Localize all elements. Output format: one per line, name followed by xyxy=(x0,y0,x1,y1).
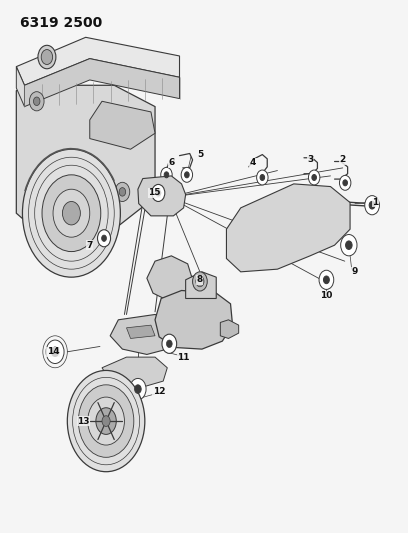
Circle shape xyxy=(308,170,320,185)
Circle shape xyxy=(130,378,146,400)
Circle shape xyxy=(161,167,172,182)
Text: 13: 13 xyxy=(78,417,90,425)
Circle shape xyxy=(33,198,40,207)
Text: 15: 15 xyxy=(148,189,160,197)
Polygon shape xyxy=(90,101,155,149)
Circle shape xyxy=(346,241,352,249)
Circle shape xyxy=(53,189,90,237)
Text: 2: 2 xyxy=(339,156,346,164)
Text: 9: 9 xyxy=(352,268,358,276)
Polygon shape xyxy=(226,184,350,272)
Polygon shape xyxy=(155,290,233,349)
Polygon shape xyxy=(16,85,155,235)
Circle shape xyxy=(152,184,165,201)
Circle shape xyxy=(22,149,120,277)
Circle shape xyxy=(369,201,375,209)
Circle shape xyxy=(166,340,172,348)
Circle shape xyxy=(41,50,53,64)
Circle shape xyxy=(324,276,329,284)
Circle shape xyxy=(196,276,204,287)
Circle shape xyxy=(135,385,141,393)
Polygon shape xyxy=(220,320,239,338)
Polygon shape xyxy=(24,59,180,107)
Circle shape xyxy=(29,92,44,111)
Circle shape xyxy=(78,385,134,457)
Text: 6319 2500: 6319 2500 xyxy=(20,16,103,30)
Circle shape xyxy=(164,172,169,178)
Circle shape xyxy=(33,97,40,106)
Polygon shape xyxy=(138,176,186,216)
Polygon shape xyxy=(102,357,167,386)
Polygon shape xyxy=(16,67,24,107)
Circle shape xyxy=(29,193,44,212)
Text: 5: 5 xyxy=(197,150,203,159)
Circle shape xyxy=(181,167,193,182)
Polygon shape xyxy=(110,314,175,354)
Text: 10: 10 xyxy=(320,292,333,300)
Circle shape xyxy=(102,235,106,241)
Circle shape xyxy=(51,347,59,357)
Text: 12: 12 xyxy=(153,387,165,396)
Text: 6: 6 xyxy=(168,158,175,167)
Circle shape xyxy=(119,188,126,196)
Circle shape xyxy=(115,182,130,201)
Circle shape xyxy=(260,174,265,181)
Circle shape xyxy=(42,175,101,252)
Circle shape xyxy=(319,270,334,289)
Polygon shape xyxy=(147,256,192,301)
Polygon shape xyxy=(186,272,216,298)
Text: 8: 8 xyxy=(197,276,203,284)
Circle shape xyxy=(62,201,80,225)
Circle shape xyxy=(193,272,207,291)
Circle shape xyxy=(339,175,351,190)
Polygon shape xyxy=(16,37,180,85)
Circle shape xyxy=(98,230,111,247)
Circle shape xyxy=(312,174,317,181)
Text: 11: 11 xyxy=(177,353,190,361)
Circle shape xyxy=(46,340,64,364)
Circle shape xyxy=(156,190,161,196)
Circle shape xyxy=(162,334,177,353)
Text: 3: 3 xyxy=(307,156,313,164)
Text: 1: 1 xyxy=(372,198,379,207)
Circle shape xyxy=(341,235,357,256)
Text: 4: 4 xyxy=(250,158,256,167)
Polygon shape xyxy=(126,325,155,338)
Text: 14: 14 xyxy=(47,348,59,356)
Circle shape xyxy=(184,172,189,178)
Circle shape xyxy=(38,45,56,69)
Circle shape xyxy=(257,170,268,185)
Circle shape xyxy=(343,180,348,186)
Circle shape xyxy=(88,397,124,445)
Circle shape xyxy=(102,416,110,426)
Circle shape xyxy=(365,196,379,215)
Text: 7: 7 xyxy=(86,241,93,249)
Circle shape xyxy=(96,408,116,434)
Circle shape xyxy=(67,370,145,472)
